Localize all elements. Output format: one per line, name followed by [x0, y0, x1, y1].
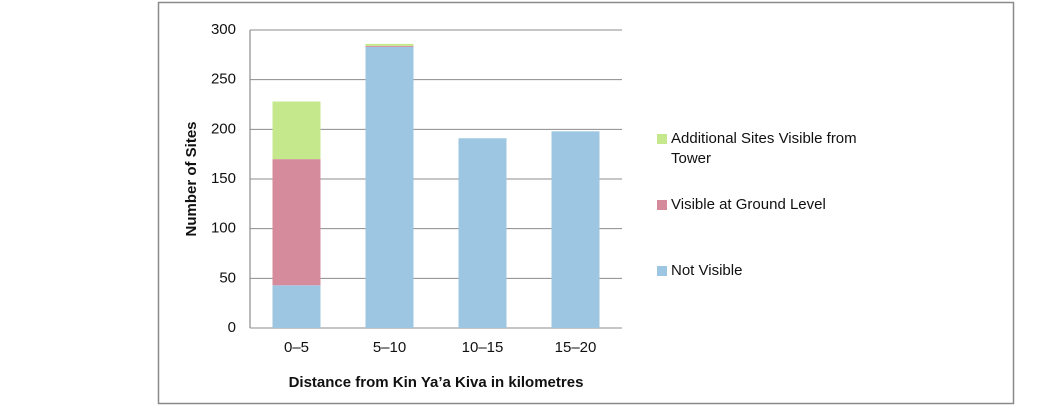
- legend-swatch: [657, 134, 667, 144]
- x-tick-label: 10–15: [462, 339, 504, 356]
- y-tick-label: 50: [219, 269, 236, 286]
- x-tick-label: 0–5: [284, 339, 309, 356]
- x-tick-label: 15–20: [555, 339, 597, 356]
- legend-label: Visible at Ground Level: [671, 196, 826, 213]
- bar-segment: [272, 101, 321, 160]
- y-tick-label: 0: [228, 319, 236, 336]
- bar-segment: [365, 45, 414, 47]
- x-tick-label: 5–10: [373, 339, 406, 356]
- x-axis-title: Distance from Kin Ya’a Kiva in kilometre…: [289, 374, 584, 391]
- legend-label: Additional Sites Visible from Tower: [671, 130, 857, 167]
- legend-label: Not Visible: [671, 262, 743, 279]
- y-tick-label: 200: [211, 120, 236, 137]
- y-tick-label: 100: [211, 220, 236, 237]
- y-tick-label: 150: [211, 170, 236, 187]
- chart-border: [157, 1, 1015, 405]
- y-tick-label: 300: [211, 21, 236, 38]
- bar-segment: [272, 285, 321, 328]
- y-tick-label: 250: [211, 71, 236, 88]
- bar-segment: [458, 138, 507, 328]
- legend-swatch: [657, 266, 667, 276]
- legend-swatch: [657, 200, 667, 210]
- bar-segment: [365, 43, 414, 46]
- bar-segment: [365, 46, 414, 329]
- y-axis-title: Number of Sites: [183, 121, 200, 236]
- bar-segment: [272, 159, 321, 286]
- bar-segment: [551, 131, 600, 328]
